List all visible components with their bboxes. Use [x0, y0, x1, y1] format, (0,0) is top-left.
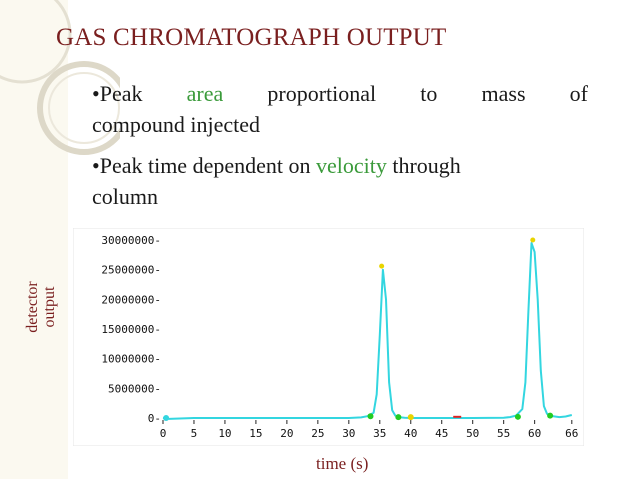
bullet-peak-time-prefix: •Peak time dependent on: [92, 153, 311, 178]
x-tick-label: 60: [528, 427, 541, 440]
marker-group: [163, 237, 554, 421]
chart-frame: [73, 228, 584, 446]
x-tick-label: 20: [280, 427, 293, 440]
bullet-peak-time: •Peak time dependent on velocity through…: [92, 150, 588, 212]
y-tick-labels: 0- 5000000- 10000000- 15000000- 20000000- 250…: [101, 234, 161, 425]
bullet-peak-area-line2: compound injected: [92, 112, 261, 137]
y-tick-label: 25000000-: [101, 264, 161, 277]
bullet-peak-area: •Peak area proportional to mass of compo…: [92, 78, 588, 140]
x-tick-label: 25: [311, 427, 324, 440]
highlight-area: area: [186, 81, 224, 106]
y-tick-label: 10000000-: [101, 353, 161, 366]
y-axis-label: detector output: [24, 280, 58, 334]
x-tick-label: 0: [160, 427, 167, 440]
bullet-peak-time-line2: column: [92, 184, 158, 209]
x-tick-label: 15: [249, 427, 262, 440]
x-tick-label: 45: [435, 427, 448, 440]
x-tick-label: 10: [218, 427, 231, 440]
baseline-marker: [407, 414, 414, 421]
x-axis-label: time (s): [316, 454, 369, 473]
baseline-marker: [514, 413, 521, 420]
x-tick-label: 50: [466, 427, 479, 440]
baseline-marker: [367, 413, 374, 420]
bullet-peak-time-line1: •Peak time dependent on velocity through: [92, 150, 588, 181]
x-tick-label: 40: [404, 427, 417, 440]
y-axis-label-line2: output: [41, 286, 58, 328]
bullet-list: •Peak area proportional to mass of compo…: [92, 78, 588, 222]
bullet-peak-area-line1: •Peak area proportional to mass of: [92, 78, 588, 109]
y-tick-label: 0-: [148, 412, 161, 425]
baseline-marker: [547, 412, 554, 419]
y-axis-label-line1: detector: [24, 281, 41, 333]
x-tick-label: 35: [373, 427, 386, 440]
x-tick-label: 5: [191, 427, 198, 440]
bullet-peak-time-suffix: through: [392, 153, 461, 178]
y-tick-label: 30000000-: [101, 234, 161, 247]
baseline-marker: [395, 414, 402, 421]
baseline-marker: [163, 415, 170, 421]
bullet-peak-area-prefix: •Peak: [92, 81, 143, 106]
decorative-rings: [0, 0, 120, 155]
chromatogram-chart: 0-5000000-10000000-15000000-20000000-250…: [73, 228, 584, 446]
x-tick-label: 55: [497, 427, 510, 440]
x-tick-label: 66: [565, 427, 578, 440]
slide-title: GAS CHROMATOGRAPH OUTPUT: [56, 24, 447, 51]
peak-marker: [379, 263, 385, 269]
y-tick-label: 15000000-: [101, 323, 161, 336]
bullet-peak-area-rest: proportional to mass of: [267, 81, 588, 106]
highlight-velocity: velocity: [315, 153, 387, 178]
x-tick-labels: 0 5 10 15 20 25 30 35 40 45 50 55 60 66: [160, 420, 578, 440]
y-tick-label: 20000000-: [101, 293, 161, 306]
peak-marker: [530, 237, 536, 243]
y-tick-label: 5000000-: [108, 382, 161, 395]
x-tick-label: 30: [342, 427, 355, 440]
